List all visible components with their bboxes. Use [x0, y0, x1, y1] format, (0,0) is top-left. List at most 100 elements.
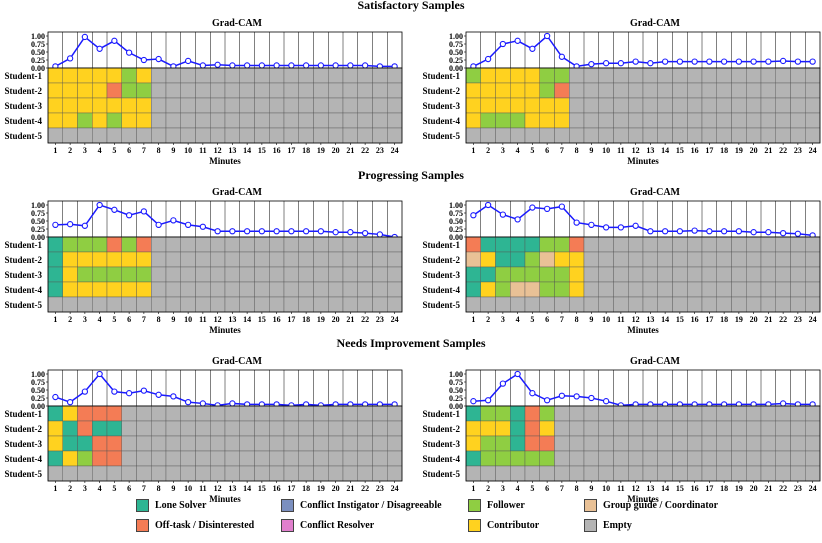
heatmap-cell — [569, 112, 585, 129]
heatmap-cell — [313, 296, 329, 313]
x-tick-label: 1 — [53, 146, 57, 155]
heatmap-cell — [495, 97, 511, 114]
heatmap-cell — [701, 405, 717, 422]
heatmap-cell — [121, 67, 137, 84]
x-tick-label: 22 — [779, 146, 787, 155]
heatmap-cell — [239, 435, 255, 452]
heatmap-cell — [716, 82, 732, 99]
x-tick-label: 12 — [632, 484, 640, 493]
heatmap-cell — [269, 281, 285, 298]
heatmap-cell — [746, 435, 762, 452]
heatmap-cell — [701, 82, 717, 99]
heatmap-cell — [524, 296, 540, 313]
heatmap-cell — [598, 450, 614, 467]
heatmap-cell — [583, 281, 599, 298]
heatmap-cell — [731, 266, 747, 283]
heatmap-cell — [224, 435, 240, 452]
heatmap-cell — [775, 127, 791, 144]
heatmap-cell — [569, 296, 585, 313]
heatmap-cell — [539, 435, 555, 452]
heatmap-cell — [224, 405, 240, 422]
heatmap-cell — [106, 450, 122, 467]
student-label: Student-2 — [4, 424, 42, 434]
heatmap-cell — [642, 67, 658, 84]
heatmap-cell — [657, 82, 673, 99]
heatmap-cell — [254, 236, 270, 253]
heatmap-cell — [805, 450, 821, 467]
x-tick-label: 23 — [794, 484, 802, 493]
heatmap-cell — [195, 420, 211, 437]
x-tick-label: 3 — [83, 146, 87, 155]
heatmap-cell — [495, 435, 511, 452]
heatmap-cell — [283, 420, 299, 437]
heatmap-cell — [805, 281, 821, 298]
gradcam-point — [229, 62, 236, 69]
heatmap-cell — [598, 296, 614, 313]
x-tick-label: 10 — [602, 484, 610, 493]
heatmap-cell — [465, 405, 481, 422]
student-label: Student-5 — [422, 300, 460, 310]
heatmap-cell — [554, 127, 570, 144]
heatmap-cell — [195, 296, 211, 313]
heatmap-cell — [790, 296, 806, 313]
heatmap-cell — [583, 112, 599, 129]
heatmap-cell — [465, 127, 481, 144]
gradcam-point — [111, 388, 118, 395]
heatmap-cell — [775, 465, 791, 482]
heatmap-cell — [672, 465, 688, 482]
heatmap-cell — [254, 82, 270, 99]
heatmap-cell — [731, 112, 747, 129]
heatmap-cell — [136, 127, 152, 144]
heatmap-cell — [687, 97, 703, 114]
heatmap-cell — [77, 112, 93, 129]
x-tick-label: 19 — [317, 315, 325, 324]
heatmap-cell — [746, 405, 762, 422]
heatmap-cell — [746, 236, 762, 253]
heatmap-frame — [465, 67, 821, 144]
heatmap-cell — [62, 236, 78, 253]
heatmap-cell — [106, 266, 122, 283]
heatmap-cell — [642, 97, 658, 114]
heatmap-cell — [283, 236, 299, 253]
x-tick-label: 8 — [575, 315, 579, 324]
heatmap-cell — [775, 266, 791, 283]
heatmap-cell — [328, 266, 344, 283]
heatmap-cell — [495, 420, 511, 437]
heatmap-cell — [524, 405, 540, 422]
gradcam-point — [794, 230, 802, 237]
gradcam-point — [288, 62, 295, 69]
heatmap-cell — [760, 435, 776, 452]
x-tick-label: 13 — [646, 146, 654, 155]
heatmap-cell — [62, 82, 78, 99]
heatmap-cell — [613, 435, 629, 452]
heatmap-cell — [151, 67, 167, 84]
student-label: Student-3 — [4, 439, 42, 449]
heatmap-cell — [465, 266, 481, 283]
heatmap-cell — [47, 465, 63, 482]
gradcam-point — [647, 228, 654, 235]
heatmap-cell — [239, 112, 255, 129]
x-tick-label: 11 — [199, 484, 207, 493]
student-label: Student-2 — [422, 86, 460, 96]
heatmap-cell — [298, 97, 314, 114]
heatmap-cell — [342, 112, 358, 129]
heatmap-cell — [298, 127, 314, 144]
heatmap-cell — [77, 405, 93, 422]
heatmap-cell — [328, 251, 344, 268]
heatmap-cell — [342, 82, 358, 99]
heatmap-cell — [716, 67, 732, 84]
heatmap-cell — [77, 435, 93, 452]
x-tick-label: 20 — [750, 484, 758, 493]
heatmap-cell — [357, 281, 373, 298]
y-tick-label: 0.25 — [31, 56, 45, 65]
heatmap-cell — [716, 450, 732, 467]
y-tick-label: 0.00 — [449, 402, 463, 411]
heatmap-cell — [387, 67, 403, 84]
heatmap-cell — [554, 465, 570, 482]
heatmap-cell — [342, 266, 358, 283]
student-label: Student-4 — [422, 285, 460, 295]
heatmap-cell — [569, 127, 585, 144]
heatmap-cell — [372, 450, 388, 467]
x-tick-label: 1 — [471, 315, 475, 324]
